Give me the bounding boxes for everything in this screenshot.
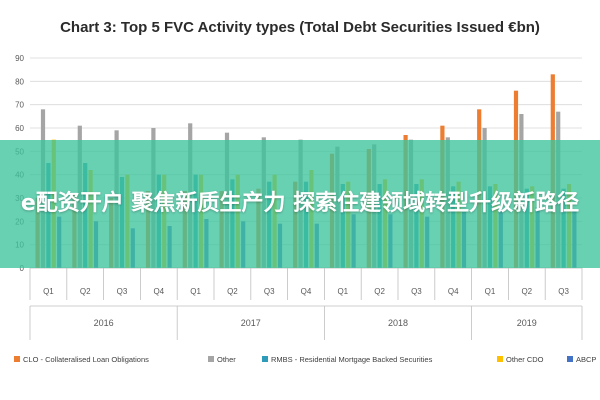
x-tick-label: Q4: [153, 287, 164, 296]
legend: CLO - Collateralised Loan Obligations Oth…: [14, 355, 596, 364]
x-tick-label: Q3: [117, 287, 128, 296]
y-tick-label: 60: [15, 124, 24, 133]
x-tick-label: Q3: [558, 287, 569, 296]
legend-swatch: [262, 356, 268, 362]
y-tick-label: 80: [15, 77, 24, 86]
y-tick-label: 70: [15, 101, 24, 110]
group-label: 2019: [517, 318, 537, 328]
legend-label: Other: [217, 355, 236, 364]
x-tick-label: Q2: [80, 287, 91, 296]
group-label: 2016: [94, 318, 114, 328]
x-tick-label: Q2: [227, 287, 238, 296]
x-tick-label: Q2: [374, 287, 385, 296]
x-tick-label: Q1: [43, 287, 54, 296]
legend-label: Other CDO: [506, 355, 544, 364]
overlay-text: e配资开户 聚焦新质生产力 探索住建领域转型升级新路径: [20, 191, 580, 216]
overlay-banner: e配资开户 聚焦新质生产力 探索住建领域转型升级新路径: [0, 140, 600, 268]
legend-swatch: [567, 356, 573, 362]
legend-swatch: [497, 356, 503, 362]
group-label: 2018: [388, 318, 408, 328]
x-tick-label: Q2: [521, 287, 532, 296]
group-label: 2017: [241, 318, 261, 328]
x-tick-label: Q1: [485, 287, 496, 296]
y-tick-label: 90: [15, 54, 24, 63]
x-axis: Q1 Q2 Q3 Q4 Q1 Q2 Q3 Q4 Q1 Q2 Q3 Q4 Q1 Q2 Q3 2016 2017 20…: [29, 267, 583, 340]
legend-label: CLO - Collateralised Loan Obligations: [23, 355, 149, 364]
x-tick-label: Q4: [301, 287, 312, 296]
legend-swatch: [14, 356, 20, 362]
legend-swatch: [208, 356, 214, 362]
legend-label: RMBS - Residential Mortgage Backed Secur…: [271, 355, 433, 364]
x-tick-label: Q1: [337, 287, 348, 296]
x-tick-label: Q3: [411, 287, 422, 296]
x-tick-label: Q3: [264, 287, 275, 296]
legend-label: ABCP: [576, 355, 596, 364]
x-tick-label: Q4: [448, 287, 459, 296]
x-tick-label: Q1: [190, 287, 201, 296]
y-tick-label: 0: [20, 264, 25, 273]
chart-title: Chart 3: Top 5 FVC Activity types (Total…: [60, 19, 540, 36]
